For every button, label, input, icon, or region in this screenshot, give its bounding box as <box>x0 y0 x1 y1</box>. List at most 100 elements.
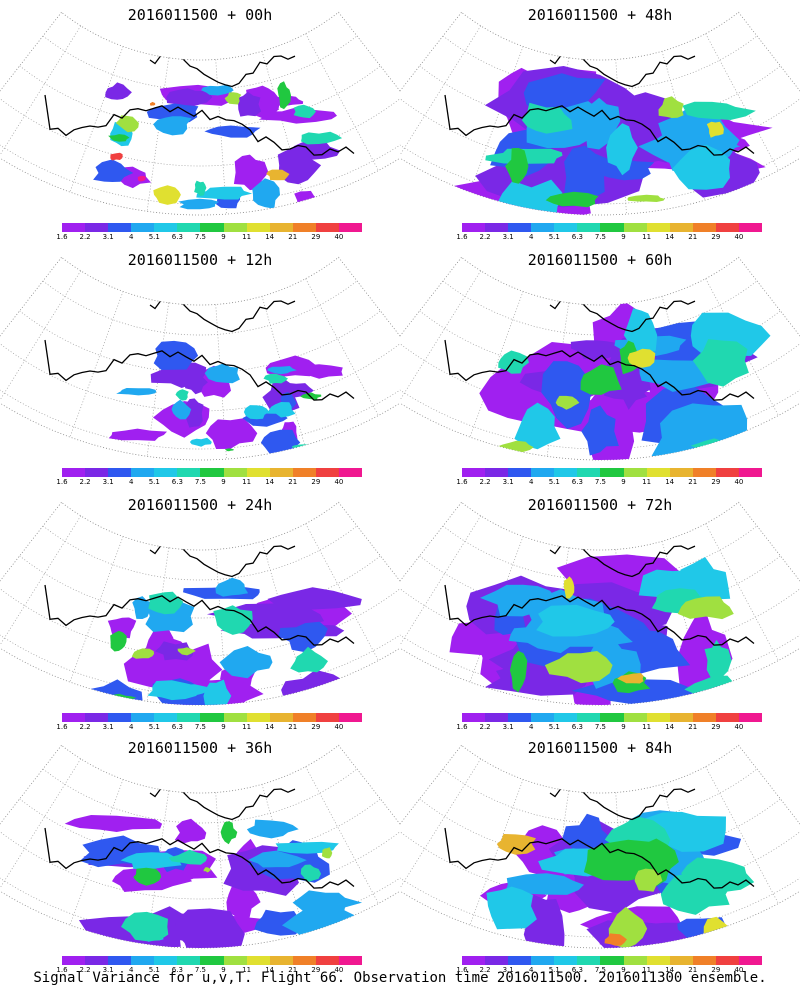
colorbar-tick-label: 9 <box>621 966 626 974</box>
panel-title: 2016011500 + 00h <box>127 6 273 24</box>
variance-contour <box>576 97 621 150</box>
colorbar-segment <box>131 956 155 965</box>
colorbar-segment <box>669 713 694 722</box>
colorbar-segment <box>462 468 486 477</box>
colorbar-segment <box>200 713 225 722</box>
panel-title: 2016011500 + 48h <box>527 6 673 24</box>
variance-contour <box>267 366 297 375</box>
colorbar-tick-label: 5.1 <box>548 478 560 486</box>
colorbar-segment <box>246 468 271 477</box>
colorbar-tick-label: 11 <box>642 966 652 974</box>
variance-contour <box>133 867 162 886</box>
colorbar-segment <box>62 223 86 232</box>
colorbar-segment <box>292 956 317 965</box>
graticule <box>0 758 400 949</box>
map-panel: 2016011500 + 36h 1.6 2.2 3.1 4 5.1 6.3 7.5 9 11 14… <box>0 733 400 974</box>
colorbar-tick-label: 29 <box>711 478 721 486</box>
colorbar-segment <box>577 223 601 232</box>
variance-contour <box>266 169 290 181</box>
colorbar-tick-label: 11 <box>242 478 252 486</box>
colorbar-segment <box>269 956 294 965</box>
colorbar-segment <box>531 713 555 722</box>
variance-contour <box>498 350 529 374</box>
colorbar-tick-label: 3.1 <box>502 233 514 241</box>
colorbar-tick-label: 14 <box>265 478 275 486</box>
variance-contour <box>704 639 732 685</box>
map-panel: 2016011500 + 24h 1.6 2.2 3.1 4 5.1 6.3 7.5 9 11 14… <box>0 490 400 731</box>
variance-contour <box>171 399 192 420</box>
colorbar-tick-label: 29 <box>711 723 721 731</box>
colorbar-segment <box>715 713 740 722</box>
colorbar-tick-label: 2.2 <box>479 723 491 731</box>
colorbar-segment <box>200 223 225 232</box>
variance-contour <box>252 178 280 209</box>
variance-contour <box>544 651 613 684</box>
map-panel: 2016011500 + 48h 1.6 2.2 3.1 4 5.1 6.3 7.5 9 11 14… <box>400 0 800 241</box>
colorbar-segment <box>600 223 625 232</box>
variance-map <box>400 501 800 706</box>
variance-contour <box>196 186 253 200</box>
colorbar-segment <box>131 468 155 477</box>
variance-map <box>0 256 400 461</box>
variance-contour <box>706 121 724 138</box>
panel-title: 2016011500 + 60h <box>527 251 673 269</box>
variance-contour <box>266 402 296 418</box>
colorbar-tick-label: 14 <box>265 966 275 974</box>
variance-contour <box>300 864 322 882</box>
colorbar-segment <box>315 713 340 722</box>
colorbar-tick-label: 1.6 <box>56 478 68 486</box>
colorbar-tick-label: 9 <box>621 723 626 731</box>
variance-contour <box>115 115 139 133</box>
colorbar-segment <box>738 468 763 477</box>
variance-contour <box>514 402 561 450</box>
variance-contour <box>606 123 638 176</box>
colorbar-tick-label: 9 <box>221 966 226 974</box>
colorbar: 1.6 2.2 3.1 4 5.1 6.3 7.5 9 11 14 21 29 40 <box>456 223 763 241</box>
colorbar-tick-label: 9 <box>221 233 226 241</box>
colorbar-tick-label: 40 <box>334 966 344 974</box>
variance-contour <box>495 179 563 216</box>
colorbar-tick-label: 29 <box>311 723 321 731</box>
graticule <box>400 758 800 949</box>
colorbar-tick-label: 6.3 <box>171 478 183 486</box>
colorbar-segment <box>246 223 271 232</box>
variance-contour <box>175 908 245 949</box>
graticule <box>400 515 800 706</box>
colorbar-segment <box>646 713 671 722</box>
variance-map <box>0 501 400 706</box>
colorbar-tick-label: 7.5 <box>594 723 607 731</box>
colorbar-tick-label: 4 <box>128 478 134 486</box>
variance-contour <box>108 134 130 142</box>
colorbar-segment <box>177 713 201 722</box>
variance-contour <box>267 587 362 610</box>
colorbar-segment <box>508 468 532 477</box>
colorbar-segment <box>715 468 740 477</box>
variance-contour <box>260 429 301 457</box>
variance-contour <box>298 364 343 379</box>
colorbar-segment <box>577 468 601 477</box>
variance-contour <box>194 180 207 196</box>
map-domain-outline <box>400 744 800 949</box>
colorbar-tick-label: 9 <box>221 723 226 731</box>
colorbar-segment <box>646 223 671 232</box>
colorbar-tick-label: 14 <box>665 478 675 486</box>
colorbar-segment <box>715 956 740 965</box>
variance-map <box>0 744 400 949</box>
variance-contour <box>634 868 663 892</box>
colorbar-tick-label: 14 <box>665 966 675 974</box>
variance-contour <box>166 88 213 108</box>
variance-field <box>479 300 771 461</box>
colorbar-segment <box>108 713 132 722</box>
colorbar-segment <box>108 223 132 232</box>
variance-contour <box>536 604 615 637</box>
variance-contour <box>105 82 132 100</box>
colorbar: 1.6 2.2 3.1 4 5.1 6.3 7.5 9 11 14 21 29 40 <box>456 713 763 731</box>
variance-contour <box>110 630 127 652</box>
variance-contour <box>682 101 756 120</box>
colorbar-tick-label: 40 <box>734 723 744 731</box>
colorbar-segment <box>338 223 363 232</box>
variance-contour <box>189 437 212 447</box>
colorbar-segment <box>715 223 740 232</box>
variance-contour <box>147 680 197 701</box>
colorbar-segment <box>577 956 601 965</box>
